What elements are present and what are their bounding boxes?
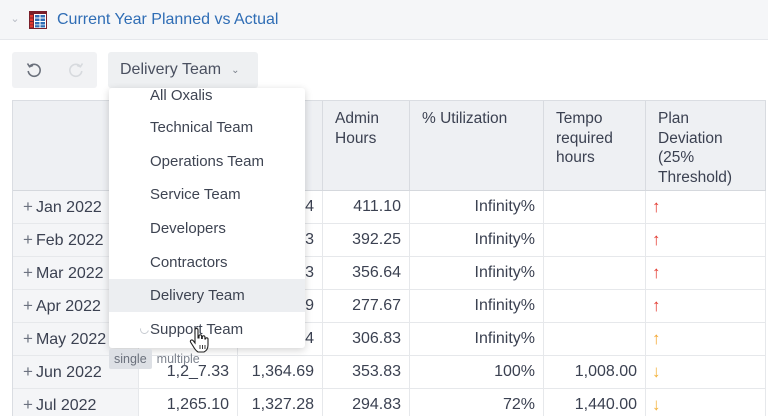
cell-utilization: Infinity% — [410, 323, 544, 355]
cell-col-2: 1,327.28 — [238, 389, 323, 416]
team-dropdown-menu: All Oxalis Technical Team Operations Tea… — [109, 88, 305, 348]
expand-plus-icon[interactable]: + — [23, 230, 33, 249]
widget-header: ⌄ Current Year Planned vs Actual — [0, 0, 768, 40]
cell-admin-hours: 392.25 — [323, 224, 410, 256]
cell-col-2: 1,364.69 — [238, 356, 323, 388]
cell-utilization: 72% — [410, 389, 544, 416]
redo-icon — [69, 63, 84, 78]
chevron-down-icon[interactable]: ⌄ — [10, 13, 20, 25]
cell-tempo — [544, 257, 646, 289]
cell-tempo — [544, 323, 646, 355]
table-row: + May 2022 4 306.83 Infinity% ↑ — [13, 323, 766, 356]
cell-admin-hours: 356.64 — [323, 257, 410, 289]
expand-plus-icon[interactable]: + — [23, 296, 33, 315]
widget-title: Current Year Planned vs Actual — [57, 11, 279, 28]
team-select-value: Delivery Team — [120, 61, 222, 78]
cell-tempo — [544, 191, 646, 223]
hand-pointer-cursor-icon — [189, 328, 209, 353]
table-row: + Jul 2022 1,265.10 1,327.28 294.83 72% 1… — [13, 389, 766, 416]
expand-plus-icon[interactable]: + — [23, 329, 33, 348]
arrow-up-icon: ↑ — [646, 257, 766, 289]
cell-tempo — [544, 224, 646, 256]
cell-admin-hours: 353.83 — [323, 356, 410, 388]
selection-mode-tabs: single multiple — [109, 349, 205, 369]
expand-plus-icon[interactable]: + — [23, 263, 33, 282]
cell-utilization: Infinity% — [410, 290, 544, 322]
redo-button[interactable] — [56, 52, 96, 88]
row-expand-may[interactable]: + May 2022 — [13, 323, 139, 355]
arrow-up-icon: ↑ — [646, 224, 766, 256]
expand-plus-icon[interactable]: + — [23, 197, 33, 216]
table-row: + Jun 2022 1,2_7.33 1,364.69 353.83 100% … — [13, 356, 766, 389]
cell-col-1: 1,2_7.33 — [139, 356, 238, 388]
cell-col-1: 1,265.10 — [139, 389, 238, 416]
cell-col-2: 3 — [238, 224, 323, 256]
chevron-down-icon: ⌄ — [231, 64, 240, 76]
mode-multiple-tab[interactable]: multiple — [156, 352, 200, 366]
cell-admin-hours: 411.10 — [323, 191, 410, 223]
arrow-up-icon: ↑ — [646, 191, 766, 223]
cell-utilization: Infinity% — [410, 257, 544, 289]
arrow-up-icon: ↑ — [646, 290, 766, 322]
cell-admin-hours: 294.83 — [323, 389, 410, 416]
cell-col-2: 9 — [238, 290, 323, 322]
menu-item-contractors[interactable]: Contractors — [150, 254, 228, 271]
header-col-2[interactable] — [238, 101, 323, 190]
menu-item-all-oxalis[interactable]: All Oxalis — [150, 88, 213, 104]
expand-plus-icon[interactable]: + — [23, 362, 33, 381]
header-tempo-required-hours[interactable]: Tempo required hours — [544, 101, 646, 190]
row-expand-jul[interactable]: + Jul 2022 — [13, 389, 139, 416]
cell-admin-hours: 306.83 — [323, 323, 410, 355]
menu-item-delivery-team[interactable]: Delivery Team — [109, 279, 305, 312]
team-select-dropdown[interactable]: Delivery Team ⌄ — [108, 52, 258, 88]
table-icon — [29, 11, 47, 29]
cell-col-2: 4 — [238, 323, 323, 355]
cell-col-2: 4 — [238, 191, 323, 223]
undo-button[interactable] — [14, 52, 54, 88]
cell-tempo: 1,008.00 — [544, 356, 646, 388]
menu-item-technical-team[interactable]: Technical Team — [150, 119, 254, 136]
menu-item-developers[interactable]: Developers — [150, 220, 226, 237]
arrow-up-icon: ↑ — [646, 323, 766, 355]
cell-utilization: Infinity% — [410, 224, 544, 256]
expand-plus-icon[interactable]: + — [23, 395, 33, 414]
arrow-down-icon: ↓ — [646, 389, 766, 416]
cell-utilization: 100% — [410, 356, 544, 388]
menu-item-service-team[interactable]: Service Team — [150, 186, 241, 203]
cell-utilization: Infinity% — [410, 191, 544, 223]
cell-admin-hours: 277.67 — [323, 290, 410, 322]
header-admin-hours[interactable]: Admin Hours — [323, 101, 410, 190]
cell-col-2: 3 — [238, 257, 323, 289]
arrow-down-icon: ↓ — [646, 356, 766, 388]
undo-redo-group — [12, 52, 97, 88]
mode-single-tab[interactable]: single — [109, 349, 152, 369]
undo-icon — [26, 63, 41, 78]
menu-item-operations-team[interactable]: Operations Team — [150, 153, 264, 170]
cell-tempo: 1,440.00 — [544, 389, 646, 416]
header-utilization[interactable]: % Utilization — [410, 101, 544, 190]
header-plan-deviation[interactable]: Plan Deviation (25% Threshold) — [646, 101, 766, 190]
cell-tempo — [544, 290, 646, 322]
